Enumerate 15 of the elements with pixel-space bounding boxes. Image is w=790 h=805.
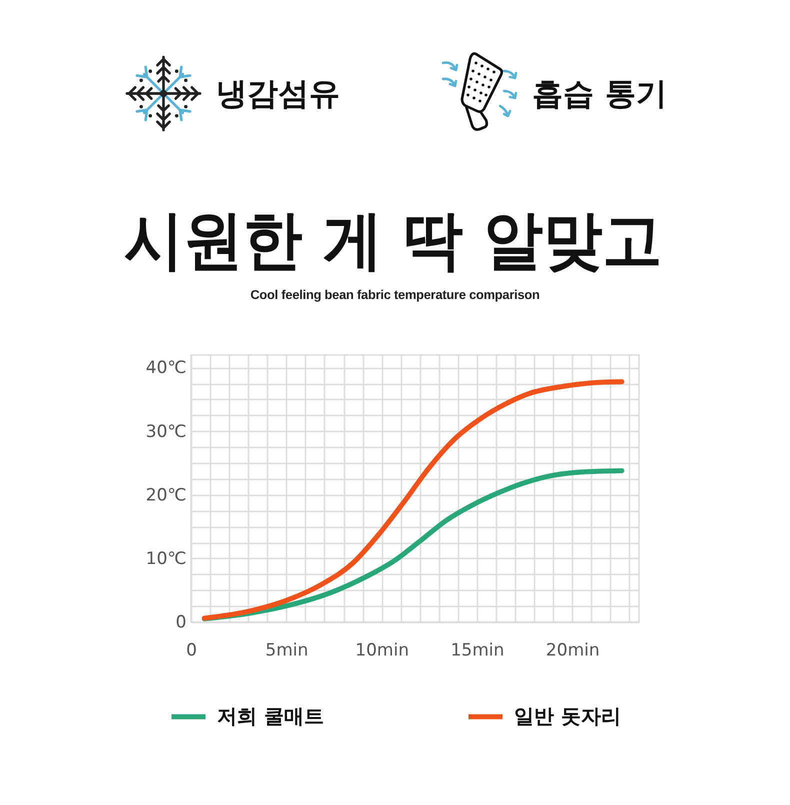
y-tick-label: 30℃ (146, 422, 186, 442)
legend-label: 일반 돗자리 (514, 704, 621, 728)
x-tick-label: 20min (546, 640, 600, 660)
y-tick-label: 20℃ (146, 485, 186, 506)
x-tick-label: 15min (450, 640, 504, 660)
x-tick-label: 10min (355, 640, 409, 660)
y-tick-label: 0 (176, 612, 186, 632)
chart-subtitle: Cool feeling bean fabric temperature comparison (250, 287, 540, 302)
chart-title: 시원한 게 딱 알맞고 (124, 204, 662, 278)
text: 냉감섬유 (216, 76, 340, 112)
legend-label: 저희 쿨매트 (217, 704, 324, 728)
y-tick-label: 40℃ (146, 358, 186, 378)
text: 흡습 통기 (532, 76, 667, 112)
y-tick-label: 10℃ (146, 548, 186, 569)
x-tick-label: 5min (265, 640, 308, 660)
